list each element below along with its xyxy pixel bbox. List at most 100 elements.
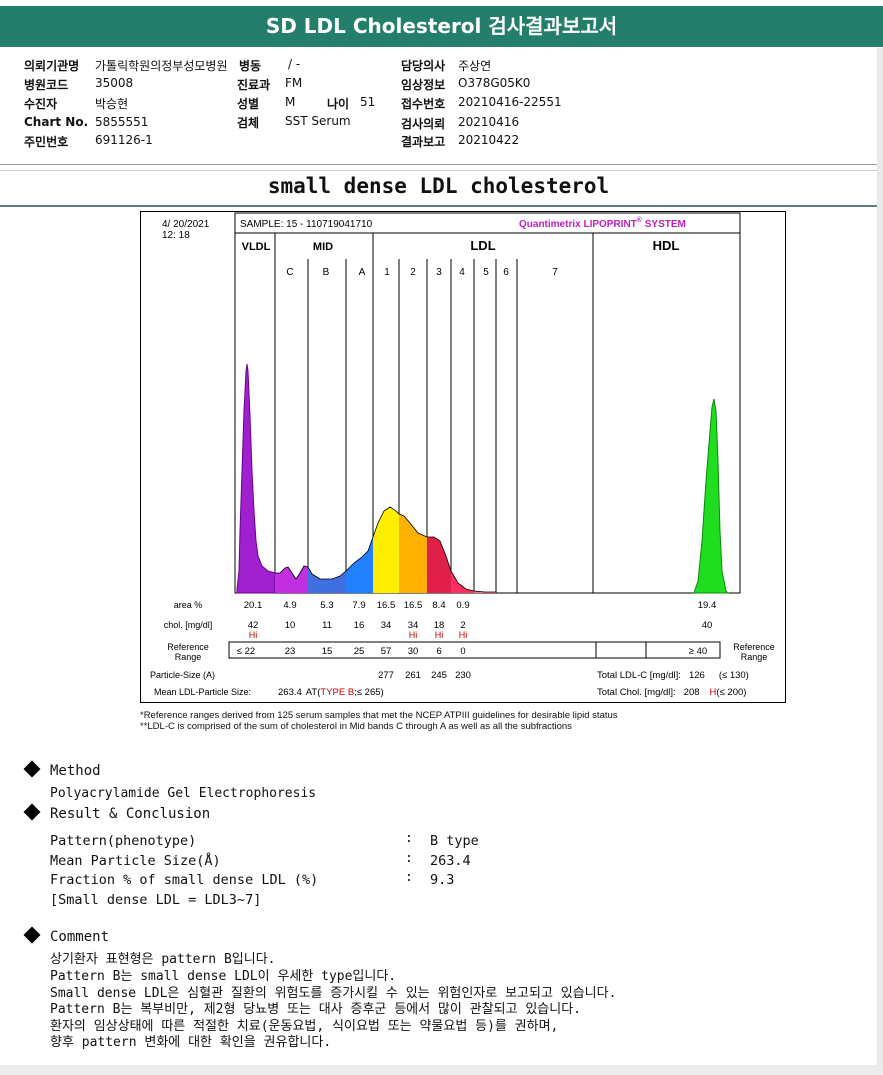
ref-value: 57	[381, 646, 392, 657]
particle-size: 245	[431, 670, 447, 681]
ref-value-hdl: ≥ 40	[689, 646, 707, 657]
info-value: 20210416-22551	[458, 95, 562, 109]
result-sep: :	[405, 870, 413, 885]
result-sep: :	[405, 851, 413, 866]
result-sep: :	[405, 831, 413, 846]
row-label-ref: Reference Range	[167, 642, 209, 662]
ref-value: 0	[460, 646, 465, 657]
mean-size-value: 263.4 AT(TYPE B;≤ 265)	[278, 687, 384, 698]
ref-box-hdl	[595, 641, 721, 659]
info-label: 주민번호	[24, 135, 69, 149]
row-label-area: area %	[174, 600, 203, 610]
info-value: 20210422	[458, 133, 520, 147]
ref-value: 30	[408, 646, 419, 657]
chol-value: 2	[460, 620, 465, 631]
info-label: 수진자	[24, 97, 58, 111]
lipoprint-chart: 4/ 20/2021 12: 18 SAMPLE: 15 - 110719041…	[140, 211, 786, 703]
info-label: 검체	[237, 116, 260, 130]
section-subtitle: small dense LDL cholesterol	[267, 174, 610, 198]
info-label: 검사의뢰	[401, 117, 446, 131]
info-label: Chart No.	[24, 115, 89, 129]
band-label: 6	[503, 267, 509, 278]
chol-value: 34	[381, 620, 392, 631]
chol-value: 10	[285, 620, 296, 631]
band-label: B	[323, 267, 330, 278]
particle-size: 277	[378, 670, 394, 681]
chart-note-1: *Reference ranges derived from 125 serum…	[140, 710, 618, 721]
right-frame	[877, 48, 883, 1075]
group-label-hdl: HDL	[653, 238, 680, 253]
right-ref-label: Reference Range	[733, 642, 775, 662]
bottom-frame	[0, 1065, 883, 1075]
row-label-particle: Particle-Size (A)	[150, 670, 215, 680]
comment-line: Pattern B는 small dense LDL이 우세한 type입니다.	[50, 969, 397, 984]
result-label: Fraction % of small dense LDL (%)	[50, 872, 319, 888]
ref-values: ≤ 22 23 15 25 57 30 6 0 ≥ 40	[237, 646, 707, 657]
info-value: 20210416	[458, 115, 520, 129]
result-value: 9.3	[430, 872, 455, 888]
comment-line: 상기환자 표현형은 pattern B입니다.	[50, 952, 276, 967]
system-label: Quantimetrix LIPOPRINT® SYSTEM	[519, 216, 686, 230]
result-label: Mean Particle Size(Å)	[50, 853, 221, 869]
info-label: 병원코드	[24, 78, 69, 92]
info-label: 성별	[237, 97, 260, 111]
info-label: 진료과	[237, 78, 271, 92]
area-value: 7.9	[352, 600, 365, 611]
group-label-mid: MID	[313, 241, 333, 253]
area-value: 20.1	[244, 600, 263, 611]
ref-box	[228, 641, 647, 659]
area-value: 19.4	[698, 600, 717, 611]
info-label: 접수번호	[401, 97, 446, 111]
method-heading: Method	[23, 760, 101, 779]
info-value: / -	[288, 57, 301, 71]
info-value: 5855551	[95, 115, 149, 129]
band-label: 3	[436, 267, 442, 278]
result-note: [Small dense LDL = LDL3~7]	[50, 892, 262, 908]
info-value: 51	[360, 95, 376, 109]
mid-c-region	[275, 566, 308, 593]
area-value: 16.5	[404, 600, 423, 611]
sample-label: SAMPLE: 15 - 110719041710	[240, 219, 373, 230]
ref-value: 15	[322, 646, 333, 657]
info-value: 박승현	[95, 97, 129, 111]
chol-value: 16	[354, 620, 365, 631]
result-heading: Result & Conclusion	[23, 803, 210, 822]
divider	[0, 164, 877, 165]
info-value: 주상연	[458, 59, 492, 73]
comment-line: Pattern B는 복부비만, 제2형 당뇨병 또는 대사 증후군 등에서 많…	[50, 1002, 581, 1017]
band-label: 5	[483, 267, 489, 278]
info-value: M	[285, 95, 296, 109]
hdl-peak	[693, 398, 730, 594]
ldl3-region	[427, 537, 451, 593]
area-value: 4.9	[283, 600, 296, 611]
hi-flags: Hi Hi Hi Hi	[249, 630, 468, 640]
row-label-chol: chol. [mg/dl]	[164, 620, 213, 630]
total-ldl: Total LDL-C [mg/dl]: 126 (≤ 130)	[597, 670, 749, 681]
report-title: SD LDL Cholesterol 검사결과보고서	[0, 6, 883, 47]
chol-value: 42	[248, 620, 259, 631]
ldl4-region	[451, 571, 474, 593]
comment-line: Small dense LDL은 심혈관 질환의 위험도를 증가시킬 수 있는 …	[50, 986, 617, 1001]
band-label: 1	[384, 267, 390, 278]
ref-value: 6	[436, 646, 441, 657]
mid-b-region	[308, 567, 346, 593]
chart-date: 4/ 20/2021	[162, 219, 210, 230]
area-values: 20.1 4.9 5.3 7.9 16.5 16.5 8.4 0.9 19.4	[244, 600, 717, 611]
area-value: 5.3	[320, 600, 333, 611]
band-label: 7	[552, 267, 558, 278]
chart-note-2: **LDL-C is comprised of the sum of chole…	[140, 721, 572, 732]
ldl2-region	[399, 514, 427, 593]
diamond-icon	[23, 926, 41, 944]
result-label: Pattern(phenotype)	[50, 833, 197, 849]
comment-line: 환자의 임상상태에 따른 적절한 치료(운동요법, 식이요법 또는 약물요법 등…	[50, 1019, 559, 1034]
method-text: Polyacrylamide Gel Electrophoresis	[50, 786, 317, 801]
area-value: 16.5	[377, 600, 396, 611]
mid-a-region	[346, 537, 373, 593]
chol-value: 18	[434, 620, 445, 631]
diamond-icon	[23, 760, 41, 778]
group-label-ldl: LDL	[470, 238, 495, 253]
info-label: 임상정보	[401, 78, 446, 92]
info-label: 병동	[239, 59, 262, 73]
band-label: C	[286, 267, 293, 278]
group-label-vldl: VLDL	[242, 241, 271, 253]
